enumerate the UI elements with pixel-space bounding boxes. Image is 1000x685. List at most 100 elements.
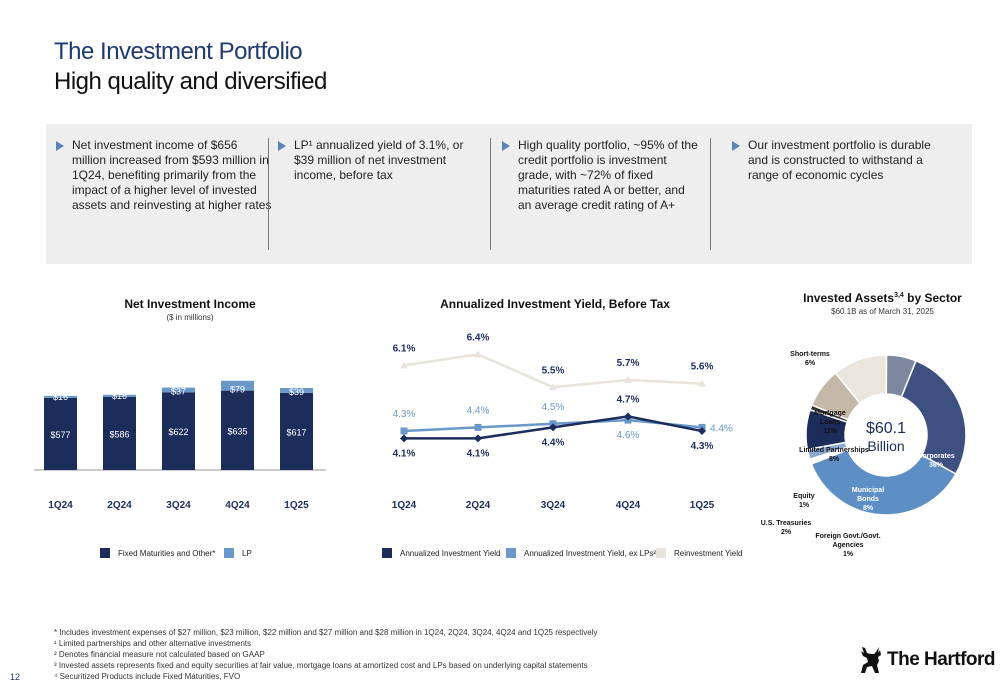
bar-legend-lp: LP — [224, 548, 252, 558]
data-label: 4.6% — [617, 430, 640, 441]
bar-lp — [280, 388, 313, 393]
data-point — [624, 412, 632, 421]
divider — [268, 138, 269, 250]
data-label: $577 — [50, 430, 70, 440]
data-point — [474, 423, 482, 431]
bullet-2: LP¹ annualized yield of 3.1%, or $39 mil… — [278, 138, 474, 183]
data-point — [400, 427, 408, 435]
bar-fixed-maturities — [280, 392, 313, 470]
data-point — [400, 434, 408, 443]
slice-label: Short-terms — [790, 351, 830, 358]
bar-lp — [103, 394, 136, 397]
arrow-icon — [502, 141, 510, 151]
tick-label: 3Q24 — [541, 500, 566, 511]
data-label: $37 — [171, 386, 186, 396]
slice-label: 1% — [843, 551, 854, 558]
bullet-1: Net investment income of $656 million in… — [56, 138, 272, 213]
bullet-4: Our investment portfolio is durable and … — [732, 138, 938, 183]
slice-label: Mortgage — [814, 410, 846, 417]
logo-text: The Hartford — [887, 649, 996, 670]
bar-lp — [44, 395, 77, 398]
title-area: The Investment Portfolio High quality an… — [54, 38, 327, 96]
line-chart-title: Annualized Investment Yield, Before Tax — [440, 297, 670, 311]
arrow-icon — [56, 141, 64, 151]
data-label: $16 — [112, 391, 127, 401]
divider — [490, 138, 491, 250]
bar-lp — [162, 387, 195, 393]
footnote: ² Denotes financial measure not calculat… — [54, 650, 265, 659]
tick-label: 1Q25 — [284, 500, 309, 511]
data-label: 4.3% — [393, 409, 416, 420]
tick-label: 2Q24 — [466, 500, 491, 511]
data-label: 4.7% — [617, 394, 640, 405]
bar-lp — [221, 380, 254, 391]
data-label: 5.5% — [542, 365, 565, 376]
page-subtitle: High quality and diversified — [54, 68, 327, 95]
data-label: $586 — [109, 429, 129, 439]
data-label: 4.4% — [467, 405, 490, 416]
slice-label: Corporates — [917, 453, 954, 460]
legend-swatch — [382, 548, 392, 558]
data-point — [549, 383, 557, 391]
data-label: 5.6% — [691, 362, 714, 373]
footnote: ¹ Limited partnerships and other alterna… — [54, 639, 251, 648]
bar-legend-fixed: Fixed Maturities and Other* — [100, 548, 215, 558]
data-label: $39 — [289, 387, 304, 397]
pie-slice — [885, 354, 917, 398]
line-legend-ex-lps: Annualized Investment Yield, ex LPs² — [506, 548, 656, 558]
line-legend-yield: Annualized Investment Yield — [382, 548, 501, 558]
slice-label: 6% — [805, 360, 816, 367]
bar-chart-subtitle: ($ in millions) — [166, 313, 214, 322]
arrow-icon — [278, 141, 286, 151]
footnote: * Includes investment expenses of $27 mi… — [54, 628, 598, 637]
invested-assets-pie: SecuritizedProducts27%Corporates36%Forei… — [761, 351, 967, 558]
tick-label: 4Q24 — [616, 500, 641, 511]
data-label: $79 — [230, 385, 245, 395]
data-label: 4.5% — [542, 402, 565, 413]
data-point — [400, 361, 408, 369]
pie-slice — [900, 359, 967, 476]
logo: The Hartford — [858, 645, 996, 675]
slice-label: Limited Partnerships — [799, 447, 869, 454]
slice-label: Equity — [793, 493, 814, 500]
tick-label: 1Q24 — [392, 500, 417, 511]
slice-label: Foreign Govt./Govt. — [815, 533, 880, 540]
pie-chart-subtitle: $60.1B as of March 31, 2025 — [831, 307, 934, 316]
data-label: $622 — [168, 427, 188, 437]
slice-label: 1% — [799, 502, 810, 509]
tick-label: 1Q24 — [48, 500, 73, 511]
bar-fixed-maturities — [162, 392, 195, 470]
annualized-yield-chart: 6.1% 6.4% 5.5% 5.7% 5.6% 4.3% 4.4% 4.5% 4.6% 4.4%… — [392, 332, 733, 511]
footnote: ³ Invested assets represents fixed and e… — [54, 661, 588, 670]
page-number: 12 — [10, 672, 21, 682]
data-label: 6.1% — [393, 343, 416, 354]
data-label: 6.4% — [467, 332, 490, 343]
slice-label: Loans — [820, 419, 841, 426]
pie-slice — [810, 448, 957, 516]
data-point — [474, 350, 482, 358]
slice-label: 2% — [781, 529, 792, 536]
data-label: 4.3% — [691, 441, 714, 452]
data-label: 4.1% — [393, 448, 416, 459]
slice-label: 8% — [863, 505, 874, 512]
slice-label: 36% — [929, 462, 944, 469]
bar-fixed-maturities — [44, 397, 77, 470]
legend-swatch — [224, 548, 234, 558]
tick-label: 4Q24 — [225, 500, 250, 511]
line-legend-reinvestment: Reinvestment Yield — [656, 548, 742, 558]
data-label: 4.4% — [710, 423, 733, 434]
bar-fixed-maturities — [103, 396, 136, 470]
slice-label: Bonds — [857, 496, 879, 503]
tick-label: 3Q24 — [166, 500, 191, 511]
data-label: 4.4% — [542, 437, 565, 448]
key-points-box: Net investment income of $656 million in… — [46, 124, 972, 264]
bar-fixed-maturities — [221, 390, 254, 470]
legend-swatch — [656, 548, 666, 558]
data-point — [624, 375, 632, 383]
page-title: The Investment Portfolio — [54, 38, 303, 65]
divider — [710, 138, 711, 250]
slice-label: 11% — [823, 428, 837, 435]
slice-label: U.S. Treasuries — [761, 520, 812, 527]
data-label: $16 — [53, 392, 68, 402]
data-point — [698, 379, 706, 387]
